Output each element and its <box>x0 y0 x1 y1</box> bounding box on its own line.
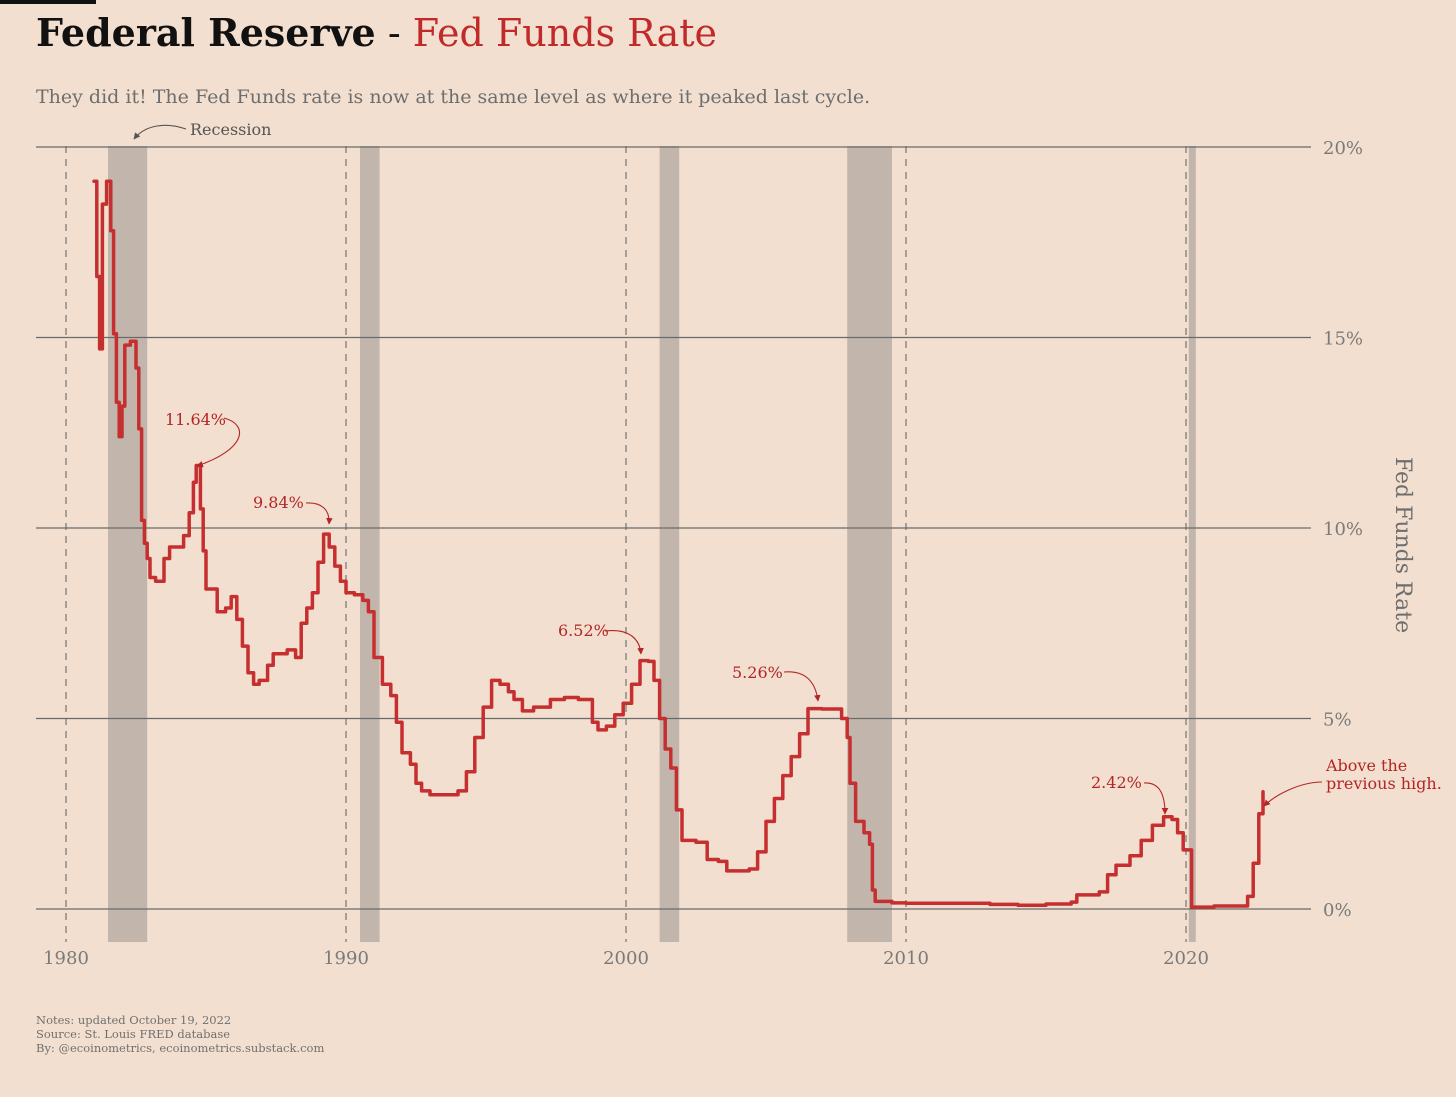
title-main: Federal Reserve <box>36 10 376 55</box>
annotations: 11.64% 9.84% 6.52% 5.26% 2.42% Above the previ… <box>133 120 1442 815</box>
recession-band-3 <box>847 146 892 942</box>
notes-byline: By: @ecoinometrics, ecoinometrics.substa… <box>36 1041 325 1055</box>
y-tick-label: 20% <box>1323 138 1363 159</box>
annotation-arrow-3 <box>783 671 821 702</box>
title-accent: Fed Funds Rate <box>412 11 718 55</box>
recession-bands <box>108 146 1196 942</box>
recession-arrow <box>133 124 187 140</box>
chart-subtitle: They did it! The Fed Funds rate is now a… <box>36 86 871 108</box>
chart-title: Federal Reserve - Fed Funds Rate <box>36 10 717 56</box>
notes-updated: Notes: updated October 19, 2022 <box>36 1013 232 1027</box>
series-layer <box>92 179 1265 909</box>
chart-notes: Notes: updated October 19, 2022 Source: … <box>36 1013 324 1055</box>
y-tick-label: 15% <box>1323 329 1363 350</box>
x-tick-label: 1980 <box>43 948 89 969</box>
top-accent-bar <box>0 0 96 4</box>
annotation-label-5: Above the previous high. <box>1325 756 1442 793</box>
annotation-arrow-4 <box>1143 782 1169 815</box>
recession-band-1 <box>360 146 380 942</box>
y-axis-label: Fed Funds Rate <box>1390 457 1415 633</box>
y-tick-label: 0% <box>1323 900 1352 921</box>
annotation-label-4: 2.42% <box>1091 773 1142 792</box>
annotation-arrow-1 <box>305 502 333 525</box>
title-separator: - <box>375 11 413 55</box>
annotation-label-3: 5.26% <box>732 663 783 682</box>
annotation-arrow-2 <box>604 630 644 655</box>
annotation-label-2: 6.52% <box>558 621 609 640</box>
x-tick-label: 1990 <box>323 948 369 969</box>
y-tick-label: 5% <box>1323 710 1352 731</box>
annotation-label-0: 11.64% <box>165 410 226 429</box>
series-line-0 <box>92 179 1265 909</box>
recession-band-4 <box>1188 146 1196 942</box>
x-axis-ticks: 1980 1990 2000 2010 2020 <box>43 948 1209 969</box>
annotation-arrow-5 <box>1263 781 1323 807</box>
annotation-label-1: 9.84% <box>253 493 304 512</box>
y-axis-ticks: 0% 5% 10% 15% 20% <box>1323 138 1363 921</box>
x-tick-label: 2010 <box>883 948 929 969</box>
y-tick-label: 10% <box>1323 519 1363 540</box>
grid-lines <box>36 146 1311 942</box>
x-tick-label: 2000 <box>603 948 649 969</box>
recession-label: Recession <box>190 120 271 139</box>
notes-source: Source: St. Louis FRED database <box>36 1027 231 1041</box>
annotation-arrow-0 <box>196 417 241 468</box>
recession-band-2 <box>659 146 680 942</box>
x-tick-label: 2020 <box>1163 948 1209 969</box>
